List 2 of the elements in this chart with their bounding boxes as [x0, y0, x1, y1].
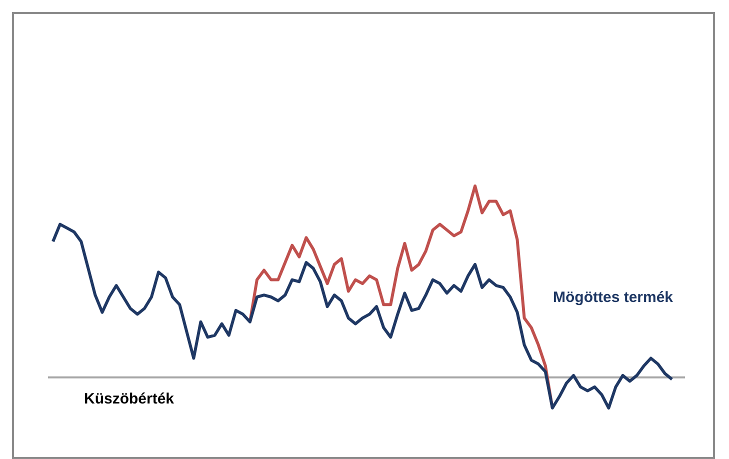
- ref-line-label: Küszöbérték: [84, 390, 175, 408]
- text: Mögöttes termék: [553, 289, 674, 306]
